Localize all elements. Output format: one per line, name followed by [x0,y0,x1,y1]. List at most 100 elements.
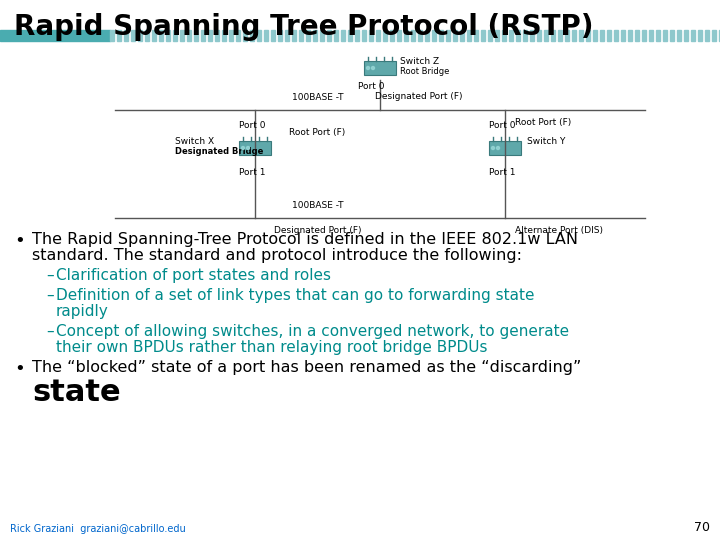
Bar [187,30,191,41]
Bar [481,30,485,41]
Bar [628,30,632,41]
Bar [152,30,156,41]
Text: Rick Graziani  graziani@cabrillo.edu: Rick Graziani graziani@cabrillo.edu [10,524,186,534]
Text: Port 0: Port 0 [239,121,266,130]
Text: Designated Port (F): Designated Port (F) [274,226,361,235]
Bar [180,30,184,41]
Text: Port 0: Port 0 [358,82,384,91]
Bar [509,30,513,41]
Bar [712,30,716,41]
Bar [173,30,177,41]
Bar [306,30,310,41]
Bar [425,30,429,41]
Bar [635,30,639,41]
Text: –: – [46,288,53,303]
Text: state: state [32,378,121,407]
Circle shape [497,146,500,150]
Text: –: – [46,324,53,339]
Text: Clarification of port states and roles: Clarification of port states and roles [56,268,331,283]
Bar [453,30,457,41]
Text: The “blocked” state of a port has been renamed as the “discarding”: The “blocked” state of a port has been r… [32,360,581,375]
Bar [530,30,534,41]
Bar [369,30,373,41]
Text: 70: 70 [694,521,710,534]
Bar [313,30,317,41]
Bar [397,30,401,41]
Bar [684,30,688,41]
Text: Port 1: Port 1 [239,168,266,177]
Text: Alternate Port (DIS): Alternate Port (DIS) [515,226,603,235]
Bar [243,30,247,41]
Bar [446,30,450,41]
Text: Designated Port (F): Designated Port (F) [375,92,462,101]
Bar [215,30,219,41]
Bar [278,30,282,41]
Bar [677,30,681,41]
Bar [208,30,212,41]
Bar [264,30,268,41]
Bar [565,30,569,41]
Text: Concept of allowing switches, in a converged network, to generate: Concept of allowing switches, in a conve… [56,324,569,339]
Text: The Rapid Spanning-Tree Protocol is defined in the IEEE 802.1w LAN: The Rapid Spanning-Tree Protocol is defi… [32,232,578,247]
Bar [600,30,604,41]
Circle shape [366,66,369,70]
Text: rapidly: rapidly [56,304,109,319]
FancyBboxPatch shape [489,141,521,155]
Bar [663,30,667,41]
Text: standard. The standard and protocol introduce the following:: standard. The standard and protocol intr… [32,248,522,263]
Text: Root Port (F): Root Port (F) [289,128,346,137]
Bar [222,30,226,41]
Text: 100BASE -T: 100BASE -T [292,93,343,102]
Bar [551,30,555,41]
Bar [131,30,135,41]
Bar [320,30,324,41]
Circle shape [241,146,245,150]
Bar [334,30,338,41]
Bar [705,30,709,41]
Text: Port 0: Port 0 [489,121,516,130]
Bar [544,30,548,41]
Text: their own BPDUs rather than relaying root bridge BPDUs: their own BPDUs rather than relaying roo… [56,340,487,355]
Bar [502,30,506,41]
Text: •: • [14,232,24,250]
Bar [166,30,170,41]
Circle shape [492,146,495,150]
Bar [201,30,205,41]
Bar [670,30,674,41]
Bar [194,30,198,41]
Bar [236,30,240,41]
Bar [586,30,590,41]
Bar [348,30,352,41]
Bar [390,30,394,41]
Circle shape [246,146,250,150]
Bar [593,30,597,41]
Text: Switch Y: Switch Y [527,138,565,146]
Bar [110,30,114,41]
Bar [642,30,646,41]
Bar [404,30,408,41]
Bar [523,30,527,41]
Bar [257,30,261,41]
Bar [0,30,110,41]
Bar [621,30,625,41]
Bar [383,30,387,41]
Bar [495,30,499,41]
Bar [474,30,478,41]
Bar [327,30,331,41]
Bar [376,30,380,41]
Bar [355,30,359,41]
Bar [138,30,142,41]
Bar [607,30,611,41]
Bar [250,30,254,41]
Bar [579,30,583,41]
Bar [124,30,128,41]
Bar [488,30,492,41]
Bar [460,30,464,41]
Bar [439,30,443,41]
Bar [418,30,422,41]
Bar [145,30,149,41]
Bar [537,30,541,41]
Text: •: • [14,360,24,378]
Text: Designated Bridge: Designated Bridge [175,146,264,156]
Bar [719,30,720,41]
